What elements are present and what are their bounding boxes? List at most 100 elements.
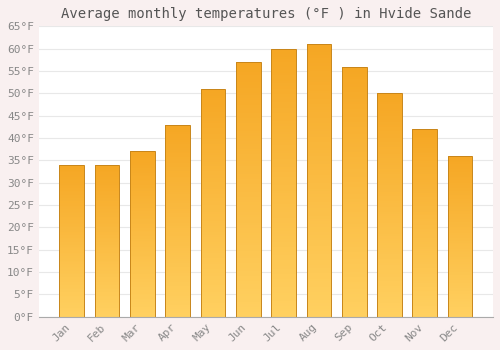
Bar [236,220,260,223]
Bar [412,195,437,197]
Bar [448,309,472,310]
Bar [306,246,331,248]
Bar [271,312,296,314]
Bar [130,243,155,244]
Bar [200,150,226,153]
Bar [60,271,84,273]
Bar [412,174,437,176]
Bar [271,266,296,268]
Bar [342,109,366,112]
Bar [342,277,366,279]
Bar [130,198,155,199]
Bar [306,107,331,110]
Bar [448,259,472,260]
Bar [271,134,296,137]
Bar [448,302,472,304]
Bar [271,309,296,312]
Bar [342,97,366,99]
Bar [271,62,296,65]
Bar [306,262,331,265]
Bar [377,152,402,154]
Bar [94,241,120,242]
Bar [130,180,155,181]
Bar [166,194,190,196]
Bar [306,312,331,314]
Bar [271,113,296,116]
Bar [130,199,155,201]
Bar [94,258,120,259]
Bar [271,314,296,317]
Bar [166,250,190,251]
Bar [271,194,296,196]
Bar [377,212,402,214]
Bar [412,225,437,227]
Bar [412,272,437,274]
Bar [377,147,402,149]
Bar [342,202,366,204]
Bar [342,127,366,129]
Bar [200,166,226,169]
Bar [448,204,472,206]
Bar [236,169,260,171]
Bar [60,200,84,201]
Bar [412,279,437,281]
Bar [236,192,260,195]
Bar [412,180,437,182]
Bar [342,79,366,82]
Bar [94,274,120,276]
Bar [236,103,260,105]
Bar [306,63,331,66]
Bar [236,248,260,251]
Bar [271,287,296,290]
Bar [448,198,472,199]
Bar [306,58,331,61]
Bar [342,294,366,297]
Bar [448,281,472,283]
Bar [94,294,120,295]
Bar [94,264,120,265]
Bar [200,248,226,251]
Bar [377,138,402,140]
Bar [377,263,402,265]
Bar [166,128,190,131]
Bar [166,230,190,232]
Bar [271,150,296,153]
Bar [200,139,226,141]
Bar [342,257,366,259]
Bar [94,297,120,299]
Bar [412,260,437,262]
Bar [448,298,472,299]
Bar [342,156,366,159]
Bar [236,251,260,253]
Bar [271,49,296,317]
Bar [236,111,260,113]
Bar [306,159,331,161]
Bar [166,209,190,211]
Bar [60,224,84,226]
Bar [94,219,120,221]
Bar [60,218,84,219]
Bar [377,160,402,163]
Bar [94,271,120,273]
Bar [342,172,366,174]
Bar [60,295,84,297]
Bar [94,223,120,224]
Bar [166,255,190,257]
Bar [94,299,120,300]
Bar [412,150,437,152]
Bar [130,262,155,264]
Bar [448,293,472,294]
Bar [342,142,366,144]
Bar [236,98,260,100]
Bar [342,77,366,79]
Bar [236,301,260,304]
Bar [166,253,190,255]
Bar [60,201,84,203]
Bar [166,223,190,225]
Bar [271,89,296,92]
Bar [130,223,155,224]
Bar [130,201,155,203]
Bar [94,168,120,169]
Bar [412,159,437,161]
Bar [166,286,190,288]
